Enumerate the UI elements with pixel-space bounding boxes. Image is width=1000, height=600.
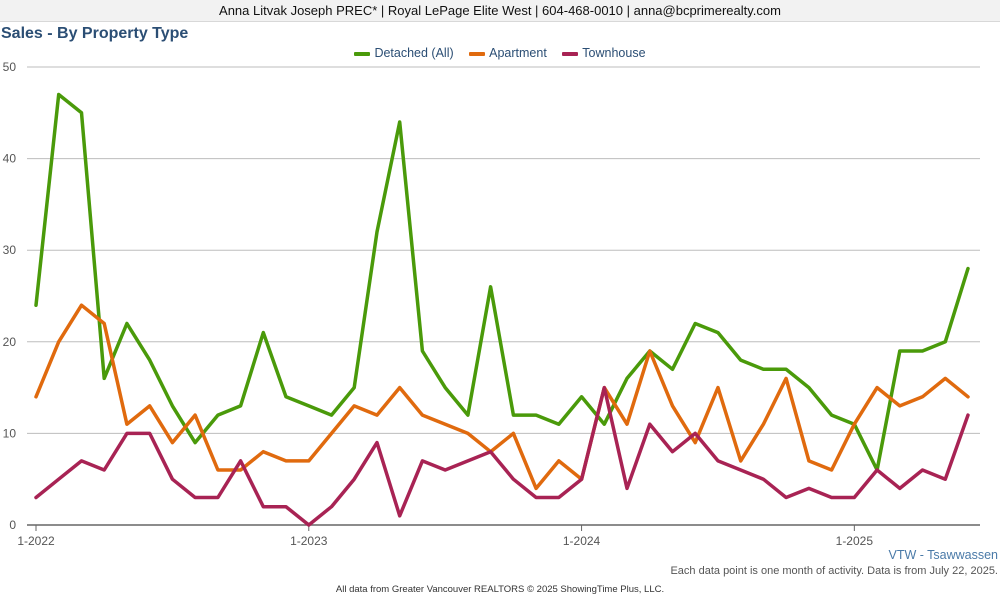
series-line-detached [34,92,970,472]
chart-title: Sales - By Property Type [1,25,189,42]
y-tick-label-50: 50 [3,60,17,74]
y-tick-label-10: 10 [3,426,17,440]
agent-header-text: Anna Litvak Joseph PREC* | Royal LePage … [219,3,781,18]
legend-swatch-detached [354,51,371,56]
legend-label-apartment: Apartment [489,46,547,60]
x-tick-label-1-2022: 1-2022 [17,534,55,548]
y-tick-label-40: 40 [3,152,17,166]
x-tick-label-1-2024: 1-2024 [563,534,601,548]
series-line-apartment [34,303,970,491]
region-label: VTW - Tsawwassen [888,548,998,562]
legend-item-townhouse[interactable]: Townhouse [562,46,646,60]
data-note: Each data point is one month of activity… [670,565,998,577]
series-line-townhouse [34,385,970,527]
legend-item-apartment[interactable]: Apartment [469,46,547,60]
y-tick-label-0: 0 [9,518,16,532]
x-tick-label-1-2023: 1-2023 [290,534,328,548]
legend-item-detached[interactable]: Detached (All) [354,46,454,60]
y-tick-label-30: 30 [3,243,17,257]
x-tick-label-1-2025: 1-2025 [836,534,874,548]
y-tick-label-20: 20 [3,335,17,349]
legend-swatch-townhouse [562,51,579,56]
chart-legend: Detached (All) Apartment Townhouse [0,46,1000,60]
agent-header: Anna Litvak Joseph PREC* | Royal LePage … [0,0,1000,22]
footer-credit: All data from Greater Vancouver REALTORS… [335,584,665,595]
legend-swatch-apartment [469,51,486,56]
legend-label-detached: Detached (All) [374,46,454,60]
legend-label-townhouse: Townhouse [582,46,646,60]
